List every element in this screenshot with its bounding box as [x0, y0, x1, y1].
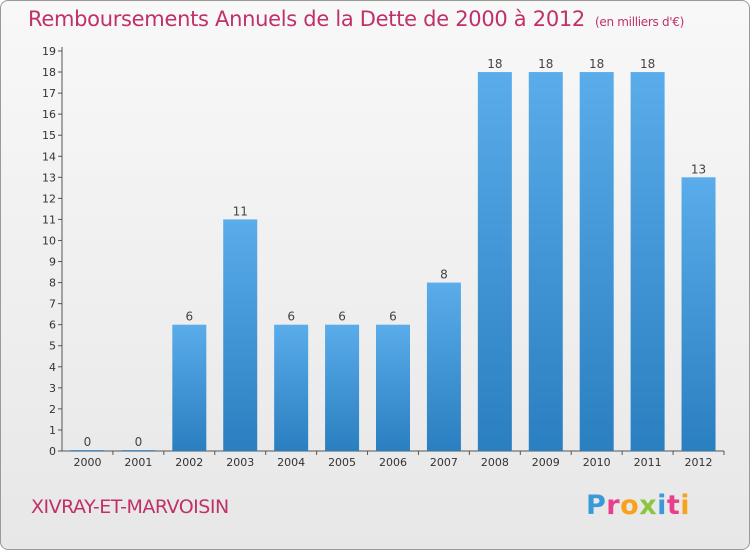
- y-tick-label: 7: [49, 298, 56, 311]
- x-tick-label: 2009: [532, 456, 560, 469]
- logo-letter: t: [666, 490, 681, 521]
- data-label: 6: [338, 310, 346, 324]
- logo-letter: i: [680, 490, 691, 521]
- data-label: 11: [233, 204, 248, 218]
- data-label: 13: [691, 162, 706, 176]
- commune-name: XIVRAY-ET-MARVOISIN: [31, 496, 229, 518]
- y-tick-label: 17: [42, 87, 56, 100]
- y-tick-label: 18: [42, 66, 56, 79]
- logo-letter: r: [606, 490, 621, 521]
- bar: [426, 282, 461, 451]
- logo-letter: i: [657, 490, 667, 521]
- data-label: 0: [135, 435, 143, 449]
- chart-unit: (en milliers d'€): [595, 15, 685, 29]
- y-tick-label: 12: [42, 192, 56, 205]
- x-tick-label: 2006: [379, 456, 407, 469]
- bar: [376, 324, 410, 451]
- x-tick-label: 2005: [328, 456, 356, 469]
- y-tick-label: 16: [42, 108, 56, 121]
- x-tick-label: 2008: [481, 456, 509, 469]
- bar: [274, 324, 309, 451]
- x-tick-label: 2011: [634, 456, 662, 469]
- chart-bars: [70, 72, 716, 451]
- x-tick-label: 2007: [430, 456, 458, 469]
- bar: [70, 450, 105, 451]
- y-tick-label: 8: [49, 277, 56, 290]
- y-tick-label: 0: [49, 445, 56, 458]
- x-tick-label: 2003: [226, 456, 254, 469]
- bar: [681, 177, 716, 451]
- y-tick-label: 2: [49, 403, 56, 416]
- y-tick-label: 19: [42, 45, 56, 58]
- data-label: 6: [389, 310, 397, 324]
- bar: [223, 219, 258, 451]
- proxiti-logo: Proxiti: [586, 490, 690, 521]
- data-label: 18: [487, 57, 502, 71]
- y-tick-label: 6: [49, 319, 56, 332]
- chart-data-labels: 0 0 6 11 6 6 6 8 18 18 18 18 13: [84, 57, 707, 449]
- data-label: 18: [589, 57, 604, 71]
- logo-letter: o: [620, 490, 640, 521]
- bar: [121, 450, 156, 451]
- data-label: 0: [84, 435, 92, 449]
- chart-title: Remboursements Annuels de la Dette de 20…: [28, 7, 684, 31]
- bar: [630, 72, 665, 451]
- y-tick-label: 15: [42, 129, 56, 142]
- bar: [325, 324, 360, 451]
- y-tick-label: 4: [49, 361, 56, 374]
- logo-letter: x: [639, 490, 658, 521]
- y-tick-label: 9: [49, 256, 56, 269]
- y-tick-label: 1: [49, 424, 56, 437]
- bar: [477, 72, 512, 451]
- x-tick-label: 2000: [73, 456, 101, 469]
- x-tick-label: 2010: [583, 456, 611, 469]
- bar: [172, 324, 207, 451]
- bar: [579, 72, 614, 451]
- bar: [528, 72, 563, 451]
- y-tick-label: 14: [42, 150, 56, 163]
- x-tick-label: 2002: [175, 456, 203, 469]
- y-tick-label: 13: [42, 171, 56, 184]
- data-label: 18: [538, 57, 553, 71]
- data-label: 6: [287, 310, 295, 324]
- logo-letter: P: [586, 490, 607, 521]
- y-tick-label: 3: [49, 382, 56, 395]
- x-tick-label: 2012: [685, 456, 713, 469]
- chart-title-text: Remboursements Annuels de la Dette de 20…: [28, 7, 585, 31]
- x-tick-label: 2004: [277, 456, 305, 469]
- y-tick-label: 11: [42, 213, 56, 226]
- data-label: 18: [640, 57, 655, 71]
- y-tick-label: 5: [49, 340, 56, 353]
- data-label: 6: [185, 310, 193, 324]
- x-tick-label: 2001: [124, 456, 152, 469]
- y-tick-label: 10: [42, 234, 56, 247]
- data-label: 8: [440, 268, 448, 282]
